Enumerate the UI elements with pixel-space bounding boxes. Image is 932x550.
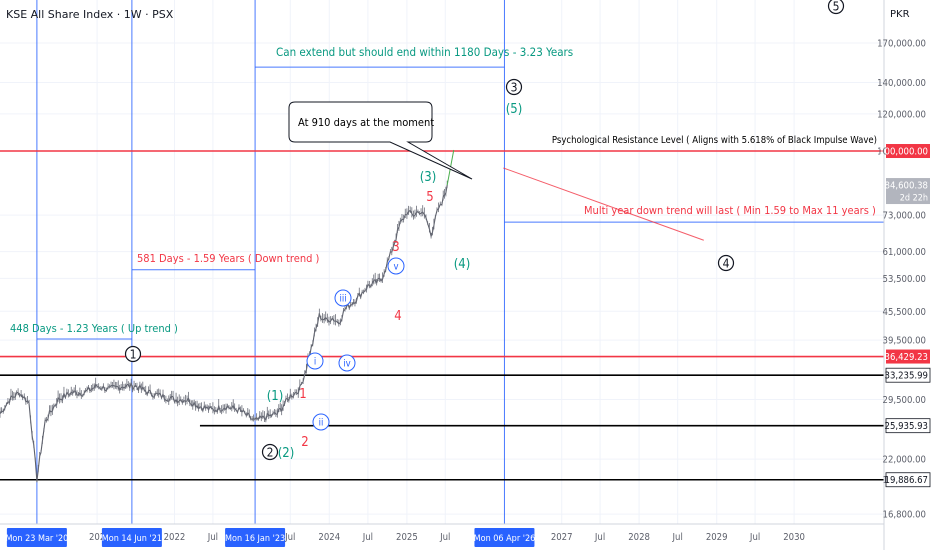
price-tick-label: 39,500.00 [883,336,926,347]
price-tick-label: 29,500.00 [883,395,926,406]
date-tag-label: Mon 06 Apr '26 [474,534,536,544]
price-axis[interactable]: 170,000.00 140,000.00 120,000.00 100,000.00… [877,0,931,550]
measurement-tools [36,66,884,340]
price-tag [886,178,930,205]
time-tick-label: 2022 [164,532,186,543]
price-tag-label: 25,935.93 [885,421,928,432]
horizontal-level-lines [0,150,884,481]
wave-label: ii [319,418,324,429]
currency-label: PKR [890,9,910,20]
wave-circle [306,352,324,370]
annotation-text: Psychological Resistance Level ( Aligns … [552,135,877,146]
price-tick-label: 120,000.00 [877,109,926,120]
price-tick-label: 73,000.00 [883,211,926,222]
wave-circle [334,289,352,307]
price-series [0,180,448,483]
annotation-text: 581 Days - 1.59 Years ( Down trend ) [137,252,320,265]
time-tick-label: Jul [207,532,218,543]
time-tick-label: 2024 [318,532,340,543]
price-tag [885,472,931,488]
wave-label: 2 [267,446,274,460]
price-tag-label: 84,600.38 [885,181,928,192]
wave-circle [312,413,330,431]
time-tick-label: 2030 [783,532,805,543]
wave-circle [124,345,142,363]
date-tag-label: Mon 23 Mar '20 [5,534,68,544]
wave-circle [261,443,279,461]
wave-label: 5 [426,190,433,205]
drawings-layer: Can extend but should end within 1180 Da… [10,45,877,335]
wave-circle [387,257,405,275]
price-tag [885,367,931,383]
annotation-text: Multi year down trend will last ( Min 1.… [584,204,876,217]
wave-label: 4 [394,309,401,324]
time-axis[interactable]: 202 2022 Jul Jul 2024 Jul 2025 Jul 2027 Jul 2028 Ju… [0,523,884,547]
price-tag [885,418,931,434]
wave-label: 1 [299,387,306,402]
wave-circle [717,254,735,272]
wave-label: i [314,357,316,368]
wave-label: 3 [392,240,399,255]
date-tag-label: Mon 14 Jun '21 [102,534,162,544]
downtrend-projection-line [503,167,704,241]
price-tag-label: 36,429.23 [885,352,928,363]
wave-label: (5) [506,102,523,117]
wave-label: iii [339,294,346,305]
price-tick-label: 22,000.00 [883,455,926,466]
grid-layer [0,0,884,524]
wave-label: 3 [511,81,518,95]
date-tag [101,528,162,547]
wave-label: iv [343,359,350,370]
price-tick-label: 16,800.00 [883,510,926,521]
price-tick-label: 61,000.00 [883,247,926,258]
chart-title: KSE All Share Index · 1W · PSX [6,8,174,21]
price-tick-label: 45,500.00 [883,307,926,318]
price-tag-label: 33,235.99 [885,371,928,382]
price-tag [886,144,930,159]
wave-label: (1) [267,389,284,404]
annotation-text: 448 Days - 1.23 Years ( Up trend ) [10,322,178,335]
time-tick-label: 2027 [551,532,573,543]
time-tick-label: 2029 [706,532,728,543]
date-tag [6,528,67,547]
time-tick-label: 202 [89,532,105,543]
price-tick-label: 140,000.00 [877,78,926,89]
annotation-text: At 910 days at the moment [298,116,434,129]
time-tick-label: Jul [439,532,450,543]
date-tag [474,528,535,547]
date-tag [225,528,286,547]
date-tag-label: Mon 16 Jan '23 [225,534,285,544]
annotation-text: Can extend but should end within 1180 Da… [276,45,573,59]
wave-circle [827,0,845,15]
time-tick-label: Jul [284,532,295,543]
wave-labels: 5 3 (5) (3) 5 3 v (4) iii 4 1 i iv (1) 1 ii 2 (2) 2 4 [124,0,845,461]
price-tag-label: 19,886.67 [885,475,928,486]
wave-label: (3) [420,170,437,185]
wave-label: 4 [723,257,730,271]
time-tick-label: Jul [362,532,373,543]
wave-label: v [393,262,398,273]
time-tick-label: 2025 [396,532,418,543]
wave-circle [505,78,523,96]
price-tag-sub: 2d 22h [900,194,928,204]
price-tag-label: 100,000.00 [879,147,928,158]
time-tick-label: 2028 [628,532,650,543]
wave-circle [338,354,356,372]
wave-label: 5 [833,0,840,14]
wave-label: (2) [278,446,295,461]
time-tick-label: Jul [749,532,760,543]
price-tick-label: 53,500.00 [883,274,926,285]
price-tick-label: 170,000.00 [877,39,926,50]
callout-box [288,101,473,180]
price-tag [886,349,930,364]
wave-label: 2 [301,435,308,450]
wave-label: 1 [130,348,137,362]
vertical-date-lines [36,0,505,524]
wave-label: (4) [454,257,471,272]
time-tick-label: Jul [672,532,683,543]
time-tick-label: Jul [594,532,605,543]
